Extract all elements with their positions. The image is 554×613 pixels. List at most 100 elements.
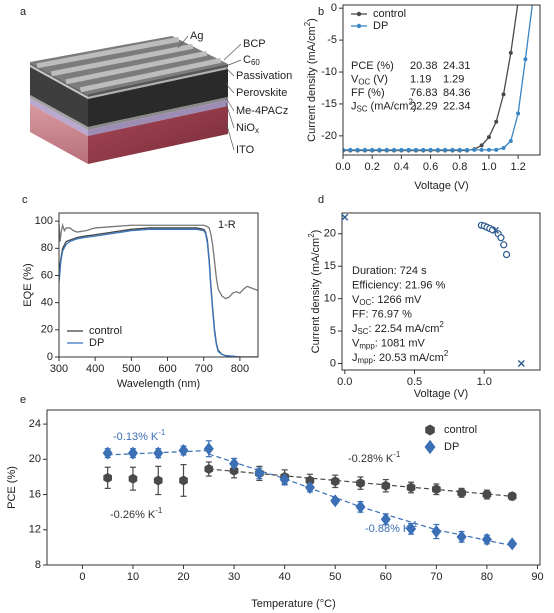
x-tick-label: 0	[79, 571, 85, 583]
marker	[523, 57, 528, 62]
marker	[502, 250, 511, 259]
x-axis-label: Voltage (V)	[414, 180, 468, 192]
marker	[508, 138, 513, 143]
y-tick-label: 0	[47, 351, 53, 363]
legend-label: DP	[89, 337, 104, 349]
table-value: 84.36	[443, 87, 471, 99]
y-tick-label: -15	[321, 98, 337, 110]
text-part: -1	[410, 520, 418, 529]
marker	[450, 147, 455, 152]
marker	[179, 475, 188, 486]
text-part: 2	[444, 349, 448, 358]
x-axis-label: Voltage (V)	[414, 388, 468, 400]
marker	[355, 500, 366, 514]
marker	[486, 135, 491, 140]
y-tick-label: 16	[29, 488, 41, 500]
marker	[406, 522, 417, 536]
text-part: SC	[358, 327, 369, 336]
table-value: 20.38	[410, 60, 438, 72]
marker	[516, 111, 521, 116]
table-value: 22.29	[410, 100, 438, 112]
text-part: V	[352, 294, 360, 306]
x-tick-label: 80	[481, 571, 493, 583]
axes-frame	[46, 409, 541, 566]
plot-area	[343, 5, 533, 153]
x-tick-label: 300	[50, 363, 68, 375]
table-label: JSC (mA/cm2)	[351, 98, 417, 114]
text-part: ITO	[236, 144, 255, 156]
marker	[153, 475, 163, 486]
table-label: FF (%)	[351, 87, 385, 99]
marker	[501, 92, 506, 97]
layer-label: NiOx	[236, 122, 259, 135]
info-line: JSC: 22.54 mA/cm2	[352, 320, 444, 336]
table-value: 22.34	[443, 100, 471, 112]
text-part: PCE (%)	[6, 466, 18, 509]
layer-side	[30, 95, 88, 130]
axes-frame	[341, 212, 541, 371]
text-part: Voltage (V)	[414, 180, 468, 192]
x-tick-label: 400	[86, 363, 104, 375]
text-part: J	[352, 323, 358, 335]
leader-line	[225, 59, 242, 67]
marker	[330, 494, 341, 508]
y-tick-label: 40	[41, 297, 53, 309]
marker	[356, 23, 362, 29]
marker	[432, 484, 441, 495]
legend-label: control	[89, 325, 122, 337]
leader-line	[225, 67, 235, 77]
y-axis-label: Current density (mA/cm2)	[303, 18, 318, 142]
text-part: J	[351, 100, 357, 112]
x-tick-label: 1.2	[510, 161, 525, 173]
marker	[413, 147, 418, 152]
marker	[428, 147, 433, 152]
leader-line	[225, 121, 235, 151]
x-tick-label: 70	[430, 571, 442, 583]
marker	[103, 472, 113, 483]
x-tick-label: 50	[329, 571, 341, 583]
text-part: EQE (%)	[22, 263, 34, 306]
x-tick-label: 20	[177, 571, 189, 583]
panel-letter: b	[318, 6, 324, 18]
y-tick-label: 5	[330, 325, 336, 337]
x-tick-label: 30	[228, 571, 240, 583]
marker	[203, 442, 214, 456]
y-tick-label: 8	[35, 559, 41, 571]
y-tick-label: 20	[41, 324, 53, 336]
layer-front	[88, 100, 228, 136]
panel-letter: e	[20, 394, 26, 406]
x-tick-label: 10	[127, 571, 139, 583]
leader-line	[225, 83, 235, 94]
marker	[370, 147, 375, 152]
text-part: -0.28% K	[348, 453, 394, 465]
x-tick-label: 0.8	[452, 161, 467, 173]
text-part: BCP	[243, 38, 266, 50]
marker	[431, 525, 442, 539]
marker	[305, 475, 315, 486]
y-tick-label: -5	[327, 34, 337, 46]
y-axis-label: PCE (%)	[6, 466, 18, 509]
y-tick-label: -10	[321, 66, 337, 78]
x-tick-label: 60	[380, 571, 392, 583]
leader-line	[223, 43, 242, 61]
legend-label: control	[444, 424, 477, 436]
table-value: 24.31	[443, 60, 471, 72]
y-tick-label: -20	[321, 130, 337, 142]
y-tick-label: 24	[29, 418, 41, 430]
marker	[517, 360, 525, 368]
text-part: V	[352, 337, 360, 349]
layer-label: Perovskite	[236, 87, 287, 99]
text-part: 2	[408, 98, 412, 107]
x-tick-label: 700	[195, 363, 213, 375]
text-part: FF: 76.97 %	[352, 308, 412, 320]
marker	[406, 147, 411, 152]
leader-line	[177, 35, 189, 49]
x-tick-label: 0.4	[394, 161, 409, 173]
x-tick-label: 1.0	[481, 161, 496, 173]
text-part: OC	[358, 78, 370, 87]
legend-label: control	[373, 8, 406, 20]
text-part: x	[255, 126, 259, 135]
annotation: -0.26% K-1	[110, 506, 163, 521]
y-tick-label: 12	[29, 524, 41, 536]
